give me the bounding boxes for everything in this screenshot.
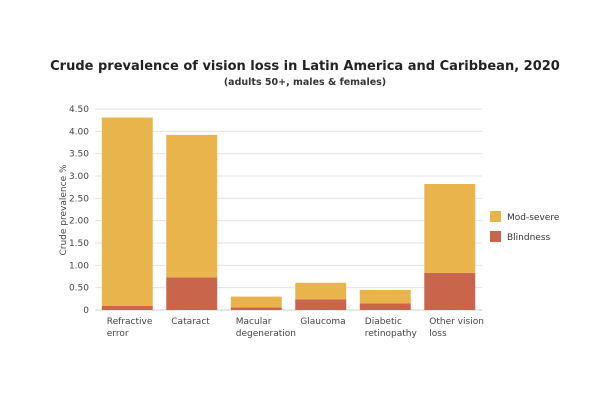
- y-axis-ticks: 0 0.50 1.00 1.50 2.00 2.50 3.00 3.50 4.00 4.50: [69, 105, 89, 316]
- chart-title: Crude prevalence of vision loss in Latin…: [50, 59, 560, 74]
- bar-mod-severe: [101, 117, 153, 306]
- x-tick-label: Diabetic retinopathy: [365, 317, 418, 339]
- y-tick-label: 4.50: [69, 105, 89, 115]
- x-tick-label: Cataract: [171, 317, 210, 327]
- bar-mod-severe: [295, 282, 347, 300]
- x-tick-label: Glaucoma: [300, 317, 345, 327]
- x-axis-ticks: Refractive error Cataract Macular degenerati…: [107, 317, 484, 339]
- bar-mod-severe: [359, 289, 411, 304]
- bar-mod-severe: [166, 134, 218, 278]
- y-tick-label: 0.50: [69, 284, 89, 294]
- y-tick-label: 3.00: [69, 172, 89, 182]
- bar-blindness: [295, 299, 347, 310]
- legend-label: Blindness: [507, 233, 551, 243]
- legend: Mod-severe Blindness: [490, 211, 560, 243]
- y-tick-label: 2.00: [69, 217, 89, 227]
- bar-blindness: [230, 307, 282, 310]
- y-axis-label: Crude prevalence %: [59, 164, 69, 255]
- y-tick-label: 3.50: [69, 150, 89, 160]
- bar-mod-severe: [230, 296, 282, 308]
- y-tick-label: 2.50: [69, 194, 89, 204]
- x-tick-label: Refractive error: [107, 317, 153, 339]
- bar-blindness: [424, 272, 476, 310]
- bar-blindness: [359, 303, 411, 310]
- x-tick-label: Other vision loss: [429, 317, 484, 339]
- y-tick-label: 1.00: [69, 261, 89, 271]
- legend-swatch: [490, 211, 501, 222]
- bar-blindness: [166, 277, 218, 310]
- legend-swatch: [490, 231, 501, 242]
- y-tick-label: 0: [83, 306, 89, 316]
- y-tick-label: 4.00: [69, 127, 89, 137]
- y-tick-label: 1.50: [69, 239, 89, 249]
- bars: [101, 117, 476, 310]
- x-tick-label: Macular degeneration: [236, 317, 296, 339]
- gridlines: [95, 108, 482, 311]
- bar-mod-severe: [424, 184, 476, 273]
- chart-subtitle: (adults 50+, males & females): [224, 77, 386, 88]
- bar-blindness: [101, 305, 153, 310]
- legend-label: Mod-severe: [507, 213, 560, 223]
